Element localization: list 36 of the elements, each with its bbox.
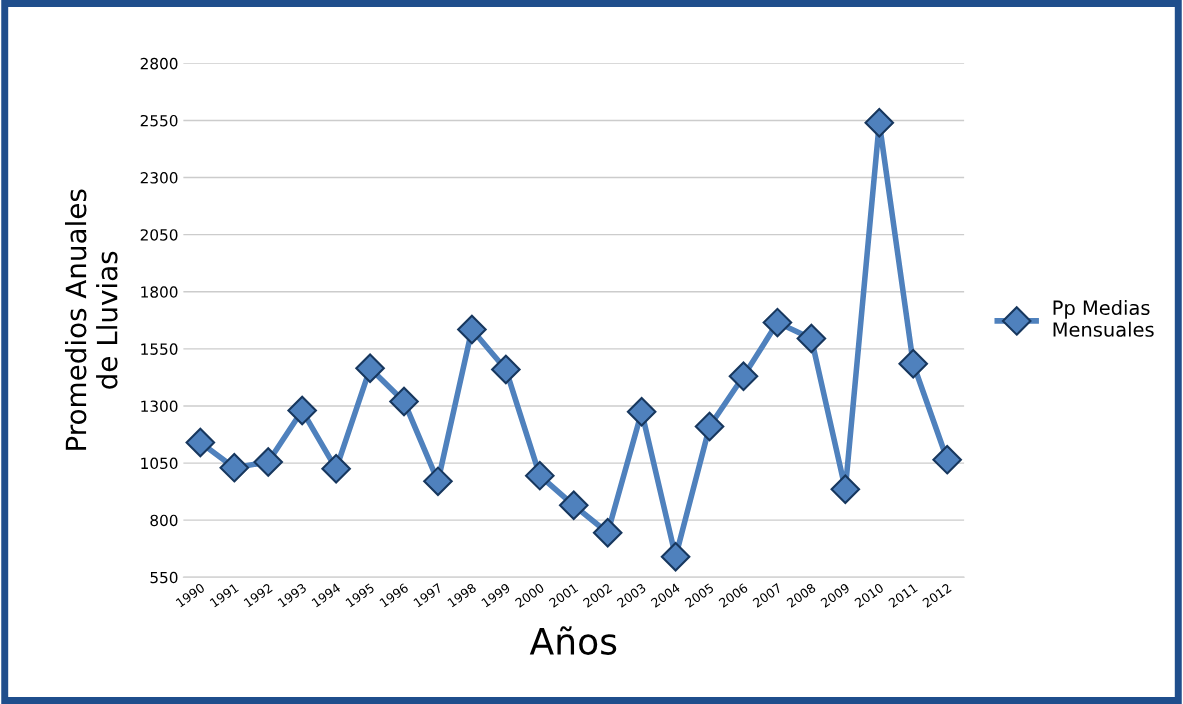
point	[185, 427, 216, 458]
point	[728, 361, 759, 392]
point	[491, 354, 521, 385]
y-tick-label: 2050	[140, 229, 178, 241]
y-tick-label: 550	[150, 571, 178, 584]
y-tick-label: 1300	[141, 400, 178, 412]
point	[253, 447, 284, 477]
y-tick-label: 1550	[141, 343, 178, 355]
point	[389, 386, 419, 417]
y-tick-label: 2300	[140, 172, 178, 184]
legend-label: Pp Medias Mensuales	[1053, 300, 1154, 337]
point	[558, 490, 589, 521]
y-tick-label: 2550	[140, 114, 178, 127]
point	[898, 348, 929, 379]
point	[287, 395, 317, 426]
y-axis-title: Promedios Anuales de Lluvias	[64, 189, 118, 450]
point	[525, 460, 555, 491]
point	[423, 466, 453, 497]
y-tick-label: 2800	[140, 57, 178, 70]
point	[796, 323, 827, 354]
y-tick-label: 1050	[141, 457, 178, 470]
point	[660, 541, 691, 572]
point	[694, 411, 725, 442]
point	[830, 474, 861, 505]
point	[626, 396, 657, 427]
point	[932, 444, 962, 475]
point	[219, 452, 250, 483]
point	[355, 353, 385, 384]
y-tick-label: 800	[150, 514, 178, 527]
x-axis-title: Años	[529, 626, 617, 655]
point	[321, 454, 351, 484]
point	[864, 107, 895, 138]
point	[457, 314, 487, 345]
y-tick-label: 1800	[141, 286, 178, 298]
point	[592, 517, 623, 548]
point	[762, 307, 793, 338]
